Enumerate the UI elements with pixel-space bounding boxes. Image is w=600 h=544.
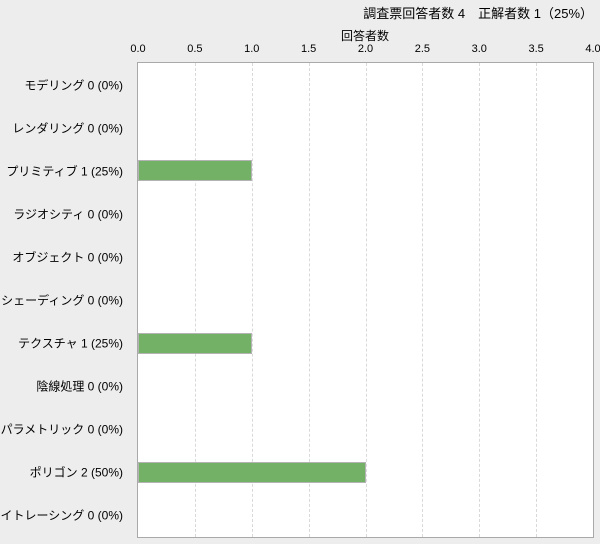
y-category-label: レイトレーシング 0 (0%): [0, 508, 123, 523]
y-category-label: ポリゴン 2 (50%): [29, 465, 123, 480]
gridline: [308, 63, 310, 537]
x-axis-title: 回答者数: [340, 29, 389, 43]
x-tick-label: 2.0: [357, 43, 374, 55]
plot-area: [137, 62, 594, 538]
y-axis-category-labels: モデリング 0 (0%) レンダリング 0 (0%) プリミティブ 1 (25%) ラ…: [0, 63, 130, 537]
x-tick-label: 1.5: [300, 43, 317, 55]
bar-プリミティブ: [138, 160, 252, 182]
gridline: [422, 63, 424, 537]
bar-テクスチャ: [138, 332, 252, 354]
y-category-label: モデリング 0 (0%): [24, 78, 123, 93]
y-category-label: 陰線処理 0 (0%): [36, 379, 123, 394]
x-tick-label: 4.0: [585, 43, 600, 55]
y-category-label: テクスチャ 1 (25%): [18, 336, 123, 351]
y-category-label: オブジェクト 0 (0%): [12, 250, 123, 265]
y-category-label: パラメトリック 0 (0%): [0, 422, 123, 437]
gridline: [194, 63, 196, 537]
gridline: [479, 63, 481, 537]
chart-title: 調査票回答者数 4 正解者数 1（25%）: [363, 6, 593, 21]
y-category-label: シェーディング 0 (0%): [1, 293, 123, 308]
gridline: [365, 63, 367, 537]
x-tick-label: 0.5: [187, 43, 203, 55]
x-tick-label: 1.0: [244, 43, 260, 55]
gridline: [536, 63, 538, 537]
x-tick-label: 3.0: [471, 43, 487, 55]
bar-ポリゴン: [138, 461, 366, 483]
x-tick-label: 0.0: [130, 43, 146, 55]
y-category-label: レンダリング 0 (0%): [12, 121, 123, 136]
x-tick-label: 2.5: [414, 43, 431, 55]
x-axis-ticks: 0.0 0.5 1.0 1.5 2.0 2.5 3.0 3.5 4.0: [130, 43, 600, 57]
y-category-label: プリミティブ 1 (25%): [6, 164, 123, 179]
y-category-label: ラジオシティ 0 (0%): [13, 207, 123, 222]
gridline: [251, 63, 253, 537]
x-tick-label: 3.5: [528, 43, 544, 55]
